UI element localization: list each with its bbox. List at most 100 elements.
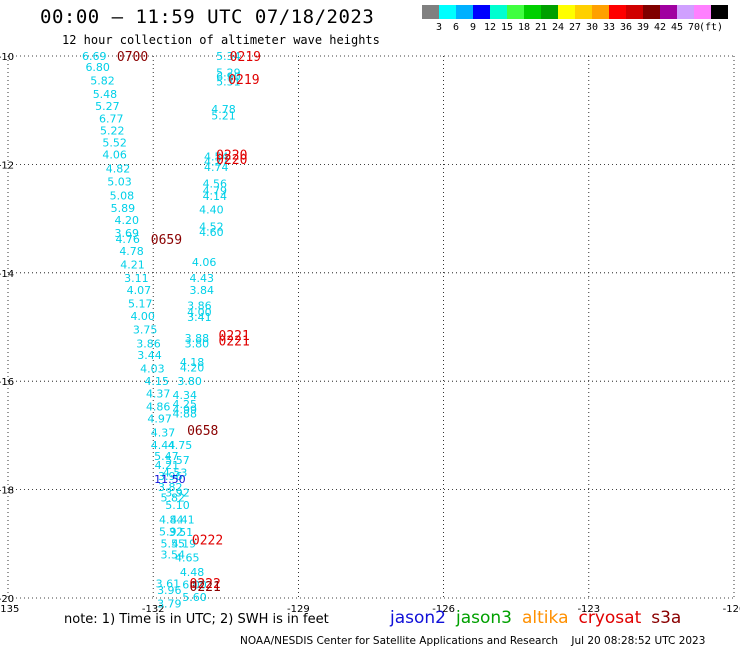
color-scale-label: 30 bbox=[585, 22, 599, 33]
color-scale-label: 6 bbox=[452, 22, 460, 33]
wave-height-value: 4.48 bbox=[180, 566, 205, 579]
pass-time-label: 0222 bbox=[192, 533, 223, 548]
wave-height-value: 4.65 bbox=[175, 551, 200, 564]
wave-height-value: 4.74 bbox=[204, 161, 229, 174]
color-scale-label: 15 bbox=[500, 22, 514, 33]
wave-height-value: 5.10 bbox=[165, 499, 190, 512]
pass-time-label: 0220 bbox=[216, 153, 247, 168]
wave-height-value: 6.69 bbox=[82, 50, 107, 63]
lat-tick-label: -10 bbox=[0, 52, 14, 63]
legend-cryosat: cryosat bbox=[578, 608, 642, 628]
color-scale-label: 21 bbox=[534, 22, 548, 33]
wave-height-value: 4.21 bbox=[120, 259, 144, 272]
color-scale-label: 36 bbox=[619, 22, 633, 33]
color-swatch bbox=[558, 5, 575, 19]
wave-height-value: 5.89 bbox=[111, 202, 136, 215]
wave-height-value: 4.88 bbox=[173, 408, 198, 421]
wave-height-value: 4.06 bbox=[102, 149, 127, 162]
wave-height-value: 5.55 bbox=[160, 537, 185, 550]
wave-height-value: 6.90 bbox=[216, 71, 241, 84]
wave-height-value: 3.41 bbox=[187, 311, 212, 324]
wave-height-value: 11.50 bbox=[154, 473, 186, 486]
color-swatch bbox=[575, 5, 592, 19]
wave-height-value: 4.00 bbox=[130, 310, 155, 323]
wave-height-value: 4.27 bbox=[204, 156, 229, 169]
wave-height-value: 3.79 bbox=[157, 597, 182, 610]
color-swatch bbox=[507, 5, 524, 19]
wave-height-value: 5.82 bbox=[90, 74, 115, 87]
wave-height-value: 4.54 bbox=[204, 150, 229, 163]
wave-height-value: 4.15 bbox=[144, 375, 169, 388]
lat-tick-label: -16 bbox=[0, 377, 14, 388]
color-swatch bbox=[711, 5, 728, 19]
wave-height-value: 4.41 bbox=[170, 513, 195, 526]
wave-height-value: 4.18 bbox=[180, 356, 205, 369]
color-scale-label: 27 bbox=[568, 22, 582, 33]
credit-line: NOAA/NESDIS Center for Satellite Applica… bbox=[240, 635, 706, 647]
wave-height-value: 5.34 bbox=[216, 50, 241, 63]
color-swatch bbox=[626, 5, 643, 19]
wave-height-observations: 6.696.805.825.485.276.775.225.524.064.82… bbox=[82, 50, 241, 610]
color-swatch bbox=[456, 5, 473, 19]
wave-height-value: 4.97 bbox=[147, 413, 172, 426]
wave-height-value: 3.82 bbox=[158, 481, 183, 494]
wave-height-value: 4.20 bbox=[114, 214, 139, 227]
pass-time-label: 0221 bbox=[219, 329, 250, 344]
wave-height-value: 4.20 bbox=[180, 362, 205, 375]
wave-height-value: 4.99 bbox=[173, 403, 198, 416]
wave-height-value: 3.11 bbox=[124, 272, 149, 285]
wave-height-value: 4.06 bbox=[192, 256, 217, 269]
pass-time-label: 0222 bbox=[190, 577, 221, 592]
wave-height-value: 5.92 bbox=[159, 525, 184, 538]
page-subtitle: 12 hour collection of altimeter wave hei… bbox=[62, 33, 380, 47]
wave-height-value: 3.51 bbox=[169, 526, 194, 539]
wave-height-value: 5.27 bbox=[95, 100, 120, 113]
color-swatch bbox=[609, 5, 626, 19]
pass-time-labels: 0700 021902190220022006590221022106580222… bbox=[117, 50, 261, 595]
color-scale-label: 3 bbox=[435, 22, 443, 33]
wave-height-value: 4.37 bbox=[146, 388, 171, 401]
color-swatch bbox=[592, 5, 609, 19]
wave-height-value: 5.29 bbox=[216, 66, 241, 79]
wave-height-value: 4.78 bbox=[119, 245, 144, 258]
color-scale-label: 9 bbox=[469, 22, 477, 33]
wave-height-value: 3.92 bbox=[165, 486, 190, 499]
color-swatch bbox=[643, 5, 660, 19]
wave-height-value: 5.48 bbox=[93, 88, 118, 101]
wave-height-value: 5.17 bbox=[128, 298, 153, 311]
wave-height-value: 4.86 bbox=[146, 401, 171, 414]
wave-height-value: 3.80 bbox=[185, 337, 210, 350]
lon-tick-label: -129 bbox=[287, 604, 310, 615]
wave-height-value: 3.80 bbox=[177, 375, 202, 388]
wave-height-value: 4.00 bbox=[187, 306, 212, 319]
lon-tick-label: -123 bbox=[577, 604, 600, 615]
wave-height-value: 4.19 bbox=[172, 537, 197, 550]
lat-tick-label: -20 bbox=[0, 594, 14, 605]
legend-altika: altika bbox=[522, 608, 569, 628]
lon-tick-label: -120 bbox=[723, 604, 740, 615]
wave-height-value: 4.78 bbox=[211, 103, 236, 116]
wave-height-value: 4.37 bbox=[151, 427, 176, 440]
wave-height-value: 4.75 bbox=[168, 439, 193, 452]
wave-height-value: 6.80 bbox=[85, 61, 110, 74]
color-scale-label: 33 bbox=[602, 22, 616, 33]
wave-height-value: 5.60 bbox=[182, 591, 207, 604]
color-scale-label: 24 bbox=[551, 22, 565, 33]
pass-time-label: 0221 bbox=[190, 580, 221, 595]
wave-height-value: 5.52 bbox=[102, 137, 127, 150]
color-scale-label: (ft) bbox=[699, 22, 724, 33]
wave-height-value: 5.57 bbox=[165, 454, 190, 467]
page-title: 00:00 — 11:59 UTC 07/18/2023 bbox=[40, 6, 375, 28]
pass-time-label: 0219 bbox=[230, 50, 261, 65]
wave-height-value: 4.14 bbox=[203, 190, 228, 203]
pass-time-label: 0658 bbox=[187, 424, 218, 439]
wave-height-value: 4.60 bbox=[199, 226, 224, 239]
color-swatch bbox=[677, 5, 694, 19]
wave-height-value: 3.86 bbox=[136, 337, 161, 350]
wave-height-value: 4.79 bbox=[203, 184, 228, 197]
wave-height-value: 6.00 bbox=[182, 578, 207, 591]
wave-height-value: 4.21 bbox=[155, 459, 180, 472]
wave-height-value: 4.76 bbox=[115, 233, 140, 246]
wave-height-value: 4.40 bbox=[199, 203, 224, 216]
wave-height-value: 3.61 bbox=[156, 577, 181, 590]
